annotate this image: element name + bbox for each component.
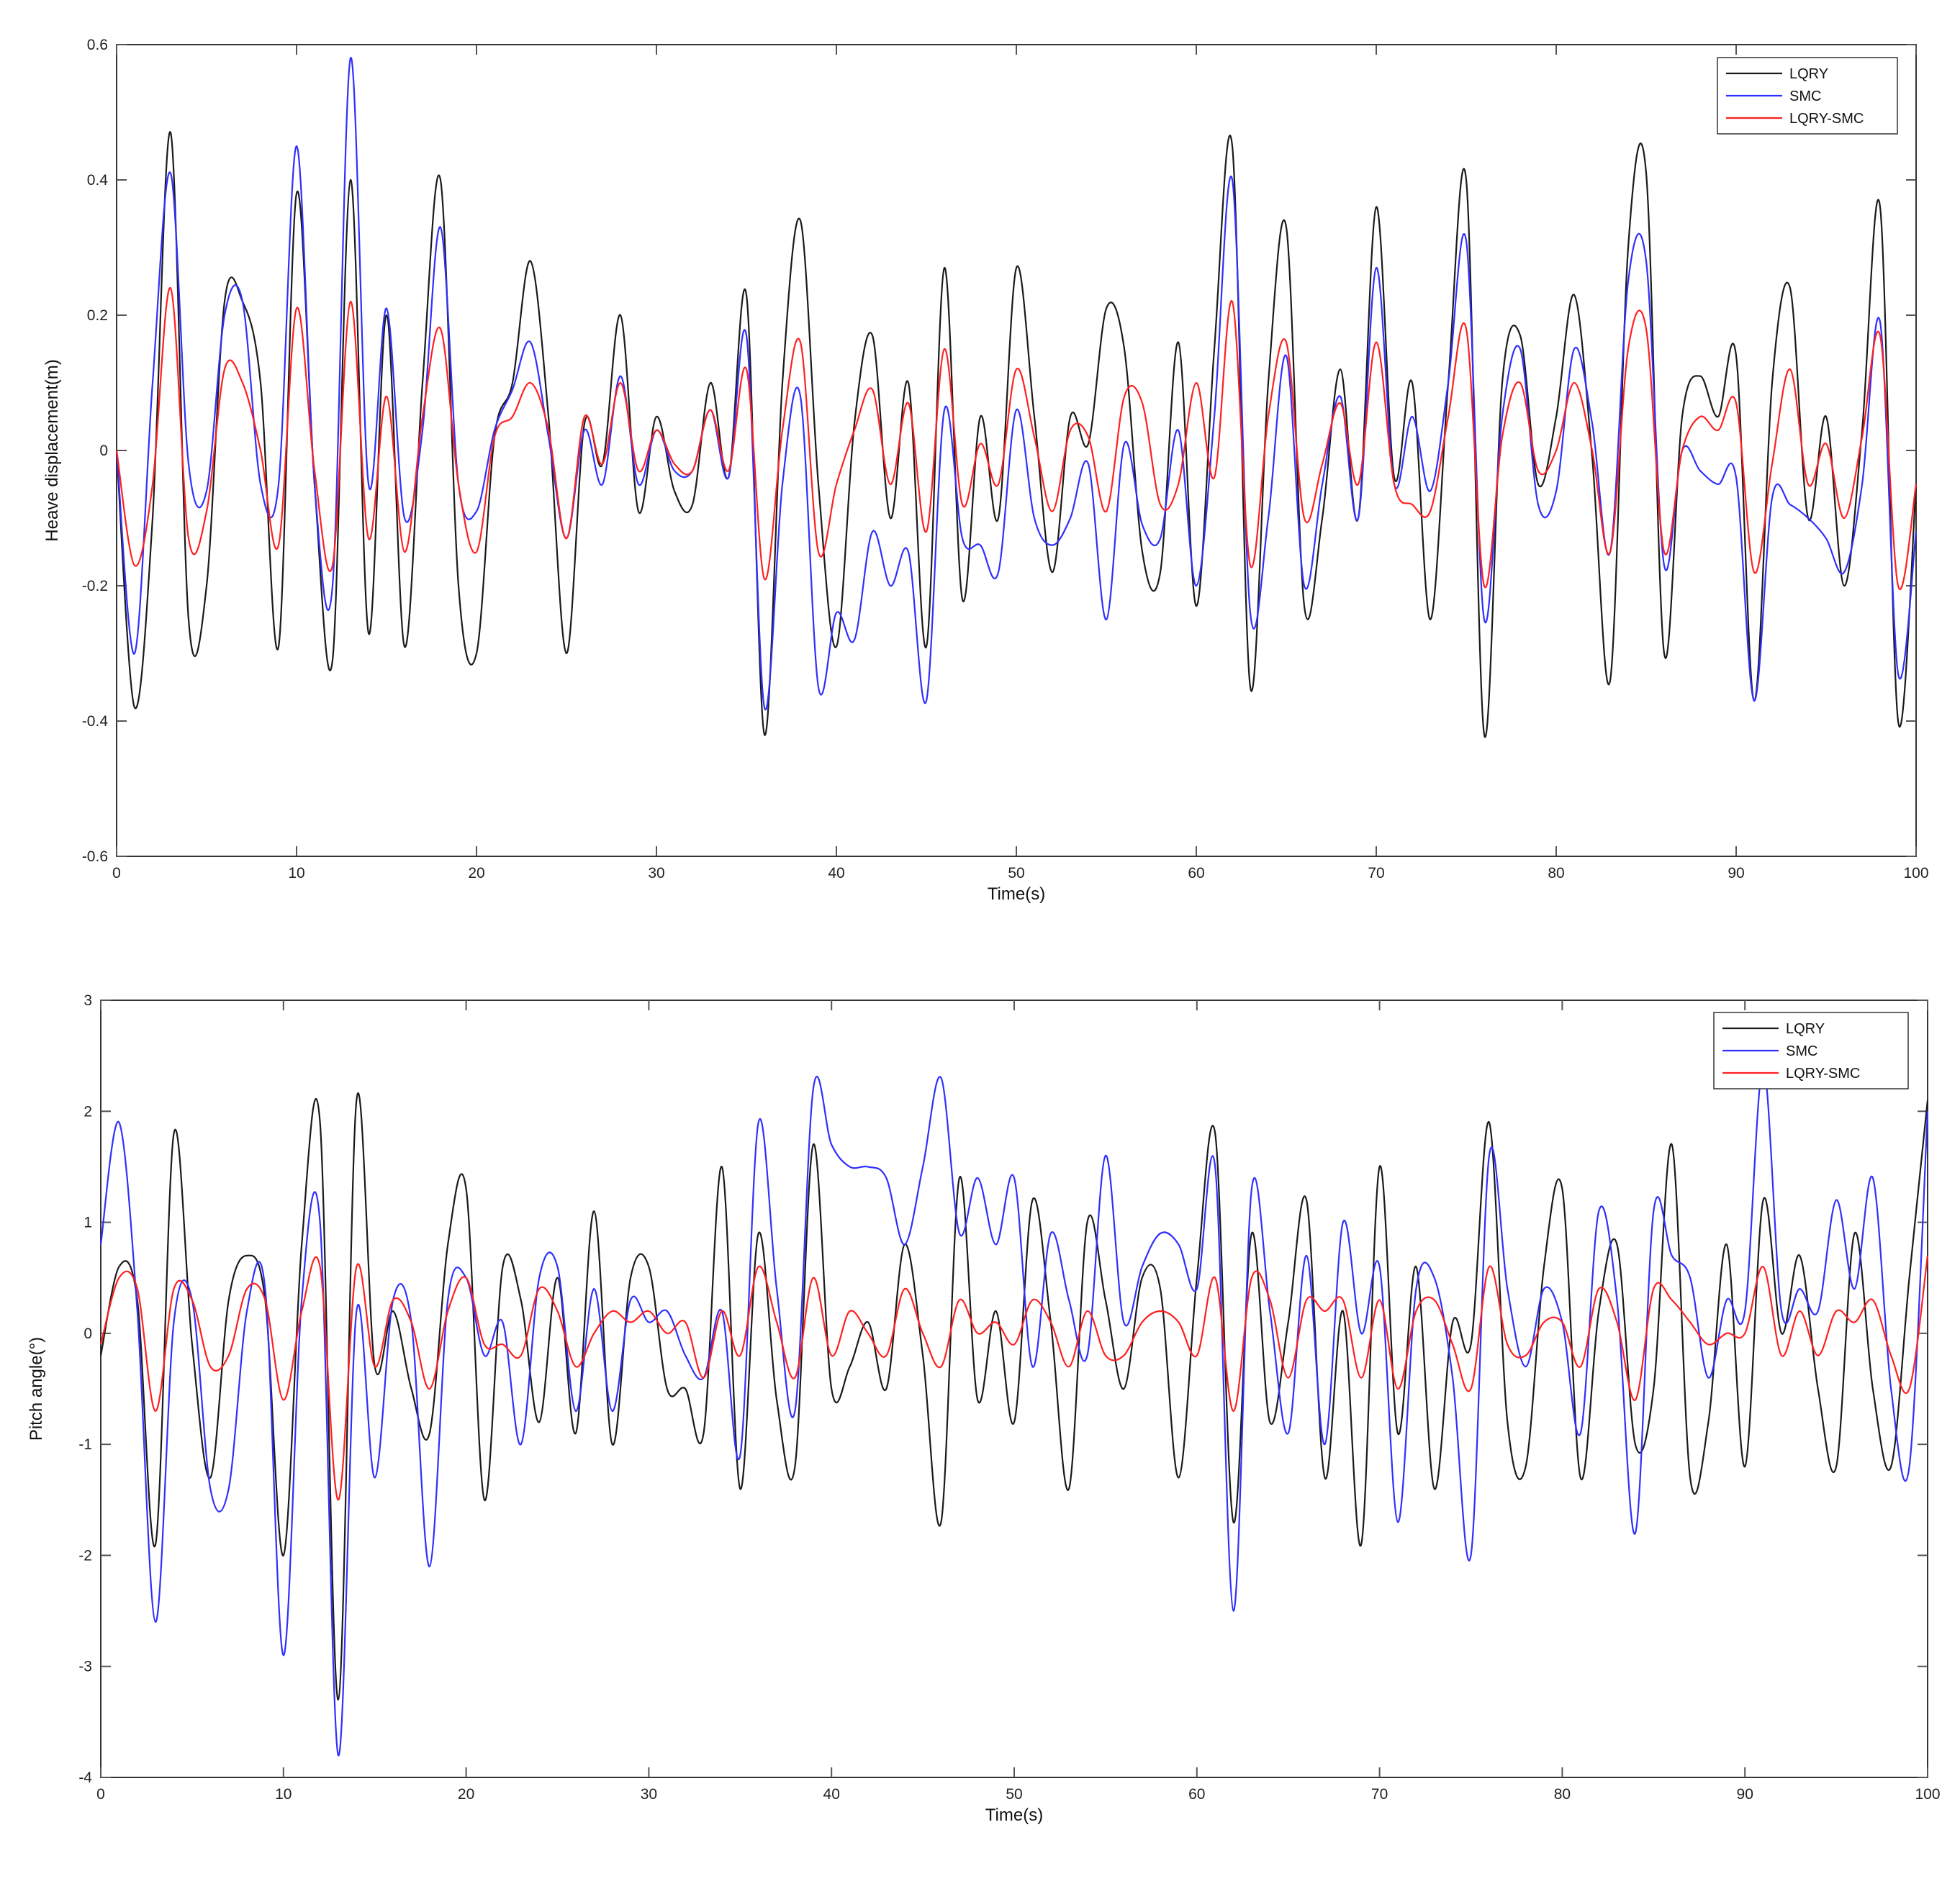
x-tick-label: 70 <box>1371 1786 1388 1803</box>
y-tick-label: -0.2 <box>82 578 108 594</box>
y-tick-label: -1 <box>78 1436 92 1453</box>
series-line-smc <box>99 1066 1929 1757</box>
x-tick-label: 40 <box>823 1786 840 1803</box>
x-tick-label: 50 <box>1006 1786 1022 1803</box>
y-tick-label: -3 <box>78 1659 92 1675</box>
y-tick-label: 0.4 <box>87 172 109 189</box>
x-tick-label: 40 <box>828 865 844 882</box>
x-tick-label: 100 <box>1915 1786 1940 1803</box>
x-tick-label: 20 <box>468 865 484 882</box>
heave-displacement-chart: 0 10 20 30 40 50 60 70 80 90 100 -0.6 -0.4 -0.2 0 0.2 0.… <box>42 37 1929 904</box>
plot-area <box>116 44 1917 857</box>
legend-label-smc: SMC <box>1789 89 1821 104</box>
x-tick-label: 30 <box>648 865 664 882</box>
y-tick-label: 1 <box>83 1215 92 1231</box>
series-line-lqry-smc <box>115 287 1918 590</box>
y-tick-label: 3 <box>83 992 92 1009</box>
x-tick-label: 100 <box>1903 865 1928 882</box>
x-tick-label: 60 <box>1188 865 1204 882</box>
x-tick-label: 80 <box>1554 1786 1571 1803</box>
series-line-lqry-smc <box>99 1255 1929 1501</box>
legend-label-smc: SMC <box>1786 1043 1817 1059</box>
legend-label-lqry: LQRY <box>1786 1021 1825 1037</box>
x-axis-label: Time(s) <box>988 884 1045 904</box>
y-tick-label: 0.2 <box>87 307 108 324</box>
legend-label-lqry-smc: LQRY-SMC <box>1786 1066 1860 1082</box>
x-tick-label: 0 <box>96 1786 105 1803</box>
x-tick-label: 10 <box>275 1786 292 1803</box>
x-tick-label: 90 <box>1737 1786 1753 1803</box>
y-tick-label: -0.4 <box>82 713 109 730</box>
x-tick-label: 10 <box>288 865 304 882</box>
y-axis-label: Pitch angle(°) <box>27 1337 46 1441</box>
x-axis-label: Time(s) <box>985 1805 1043 1825</box>
pitch-angle-chart: 0 10 20 30 40 50 60 70 80 90 100 -4 -3 -2 -1 0 1 2 3 Time(s… <box>27 992 1941 1825</box>
x-tick-label: 80 <box>1548 865 1564 882</box>
y-tick-label: -0.6 <box>82 848 108 865</box>
x-tick-label: 70 <box>1368 865 1384 882</box>
y-tick-label: 2 <box>83 1103 92 1120</box>
series-line-lqry <box>115 131 1918 738</box>
x-tick-label: 20 <box>458 1786 474 1803</box>
x-tick-label: 60 <box>1188 1786 1205 1803</box>
legend: LQRY SMC LQRY-SMC <box>1717 57 1898 135</box>
y-axis-label: Heave displacement(m) <box>42 359 62 541</box>
y-tick-label: -4 <box>78 1770 92 1786</box>
x-tick-label: 50 <box>1008 865 1024 882</box>
y-tick-label: 0 <box>99 443 108 459</box>
legend-label-lqry: LQRY <box>1789 66 1828 82</box>
legend-label-lqry-smc: LQRY-SMC <box>1789 111 1864 127</box>
series-line-smc <box>115 57 1918 711</box>
y-tick-label: 0 <box>83 1326 92 1342</box>
x-tick-label: 30 <box>641 1786 657 1803</box>
y-tick-label: 0.6 <box>87 37 108 53</box>
x-tick-label: 90 <box>1728 865 1744 882</box>
legend: LQRY SMC LQRY-SMC <box>1713 1012 1909 1089</box>
y-tick-label: -2 <box>78 1547 92 1564</box>
x-tick-label: 0 <box>112 865 121 882</box>
